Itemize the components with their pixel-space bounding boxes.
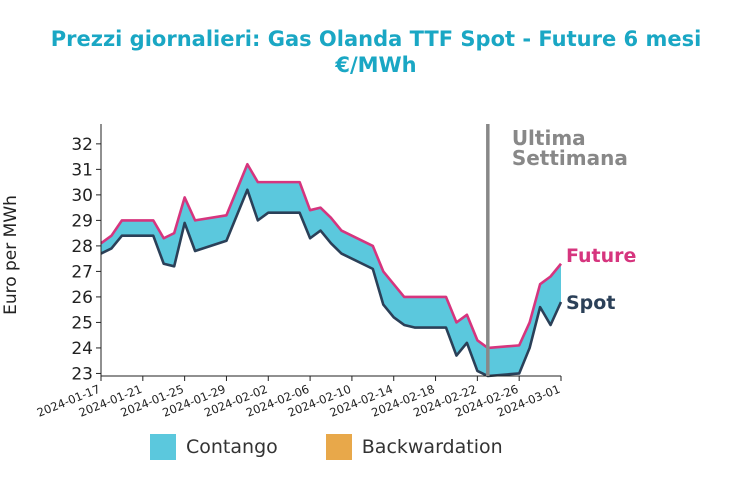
- title-line-1: Prezzi giornalieri: Gas Olanda TTF Spot …: [50, 27, 702, 51]
- spot-line: [100, 188, 563, 378]
- y-tick-label: 31: [71, 160, 93, 180]
- y-tick-label: 26: [71, 288, 93, 308]
- legend: Contango Backwardation: [150, 434, 551, 460]
- y-tick-label: 25: [71, 313, 93, 333]
- title-line-2: €/MWh: [335, 53, 417, 77]
- last-week-label-line-2: Settimana: [512, 146, 628, 170]
- spot-series-label: Spot: [566, 292, 615, 314]
- y-tick-label: 23: [71, 364, 93, 384]
- last-week-label-line-1: Ultima: [512, 126, 586, 150]
- y-tick-label: 29: [71, 211, 93, 231]
- y-tick-label: 30: [71, 186, 93, 206]
- line-layer: [100, 162, 563, 378]
- axes-layer: 232425262728293031322024-01-172024-01-21…: [1, 124, 562, 420]
- future-series-label: Future: [566, 245, 636, 267]
- y-axis-label: Euro per MWh: [1, 195, 21, 315]
- y-tick-label: 24: [71, 339, 93, 359]
- legend-label-contango: Contango: [186, 436, 278, 458]
- legend-label-backwardation: Backwardation: [361, 436, 503, 458]
- legend-item-backwardation[interactable]: Backwardation: [325, 434, 503, 460]
- backwardation-swatch: [325, 434, 352, 460]
- y-tick-label: 27: [71, 262, 93, 282]
- contango-swatch: [150, 434, 176, 460]
- y-tick-label: 32: [71, 135, 93, 155]
- area-layer: [101, 164, 561, 376]
- contango-area: [101, 164, 561, 376]
- y-tick-label: 28: [71, 237, 93, 257]
- legend-item-contango[interactable]: Contango: [150, 434, 278, 460]
- future-line: [100, 162, 563, 350]
- chart-title: Prezzi giornalieri: Gas Olanda TTF Spot …: [0, 26, 752, 78]
